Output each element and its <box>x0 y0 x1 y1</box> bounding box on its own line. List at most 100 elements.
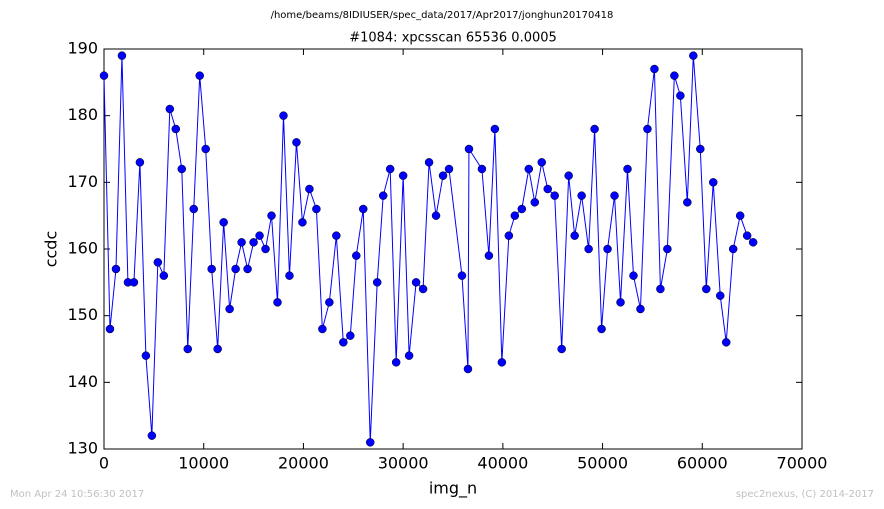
file-path: /home/beams/8IDIUSER/spec_data/2017/Apr2… <box>271 10 614 21</box>
data-point <box>365 438 375 447</box>
data-point <box>497 358 507 367</box>
data-point <box>352 251 361 260</box>
data-point <box>550 191 559 200</box>
data-point <box>603 244 612 254</box>
data-point <box>165 104 175 114</box>
data-point <box>504 231 514 240</box>
data-point <box>537 158 546 167</box>
data-point <box>411 278 421 287</box>
data-point <box>702 284 711 294</box>
data-point <box>457 271 467 280</box>
data-point <box>171 124 181 134</box>
data-point <box>261 244 270 254</box>
data-point <box>424 158 434 167</box>
x-tick-label: 10000 <box>178 454 229 473</box>
data-point <box>201 144 210 154</box>
data-point <box>748 238 758 247</box>
data-point <box>231 264 240 274</box>
data-point <box>610 191 619 200</box>
x-tick-label: 20000 <box>278 454 329 473</box>
x-axis-label: img_n <box>429 479 477 499</box>
data-point <box>577 191 586 200</box>
data-point <box>213 344 222 354</box>
data-point <box>543 184 552 194</box>
data-point <box>709 178 718 187</box>
y-tick-label: 170 <box>67 172 98 191</box>
copyright: spec2nexus, (C) 2014-2017 <box>736 489 874 500</box>
data-point <box>243 264 252 274</box>
x-tick-label: 40000 <box>477 454 528 473</box>
data-point <box>683 198 692 207</box>
data-point <box>385 164 395 174</box>
data-point <box>273 298 282 307</box>
data-point <box>715 291 725 300</box>
data-point <box>721 338 731 347</box>
x-tick-label: 30000 <box>378 454 429 473</box>
data-point <box>147 431 157 440</box>
data-point <box>484 251 494 260</box>
y-axis-label: ccdc <box>42 231 61 268</box>
data-point <box>570 231 579 240</box>
data-point <box>391 358 401 367</box>
data-point <box>117 51 127 60</box>
x-tick-label: 0 <box>99 454 109 473</box>
data-point <box>219 218 228 227</box>
data-point <box>111 264 121 274</box>
data-point <box>279 111 288 120</box>
data-point <box>305 184 314 194</box>
timestamp: Mon Apr 24 10:56:30 2017 <box>10 489 144 500</box>
data-point <box>663 244 672 254</box>
data-point <box>696 144 705 154</box>
data-point <box>378 191 388 200</box>
data-point <box>444 164 454 174</box>
data-point <box>735 211 745 220</box>
data-point <box>105 324 115 334</box>
data-point <box>346 331 355 340</box>
data-point <box>339 338 348 347</box>
data-point <box>159 271 169 280</box>
x-tick-label: 70000 <box>777 454 828 473</box>
data-point <box>249 238 258 247</box>
data-point <box>530 198 540 207</box>
data-point <box>464 144 474 154</box>
data-line <box>103 55 754 443</box>
data-point <box>438 171 448 180</box>
data-point <box>656 284 665 294</box>
data-point <box>404 351 414 360</box>
data-point <box>398 171 408 180</box>
y-tick-label: 150 <box>67 305 98 324</box>
y-tick-label: 130 <box>67 439 98 458</box>
data-point <box>557 344 566 354</box>
x-tick-label: 60000 <box>677 454 728 473</box>
data-point <box>728 244 738 254</box>
data-point <box>636 304 645 314</box>
data-point <box>742 231 752 240</box>
data-point <box>195 71 204 80</box>
y-tick-label: 190 <box>67 39 98 58</box>
data-point <box>431 211 441 220</box>
data-point <box>141 351 151 360</box>
data-point <box>332 231 341 240</box>
data-point <box>670 71 679 80</box>
data-point <box>99 71 109 80</box>
data-point <box>490 124 500 134</box>
chart-title: #1084: xpcsscan 65536 0.0005 <box>349 31 557 46</box>
data-point <box>517 204 527 214</box>
data-point <box>689 51 698 60</box>
data-point <box>189 204 198 214</box>
data-point <box>177 164 187 174</box>
data-point <box>564 171 573 180</box>
data-point <box>643 124 652 134</box>
data-point <box>623 164 632 174</box>
data-point <box>318 324 327 334</box>
data-point <box>153 258 163 267</box>
y-tick-label: 140 <box>67 372 98 391</box>
data-point <box>650 64 659 74</box>
data-point <box>524 164 534 174</box>
data-point <box>418 284 428 294</box>
y-tick-label: 160 <box>67 239 98 258</box>
data-point <box>616 298 625 307</box>
data-point <box>359 204 368 214</box>
data-point <box>298 218 307 227</box>
data-point <box>676 91 685 100</box>
